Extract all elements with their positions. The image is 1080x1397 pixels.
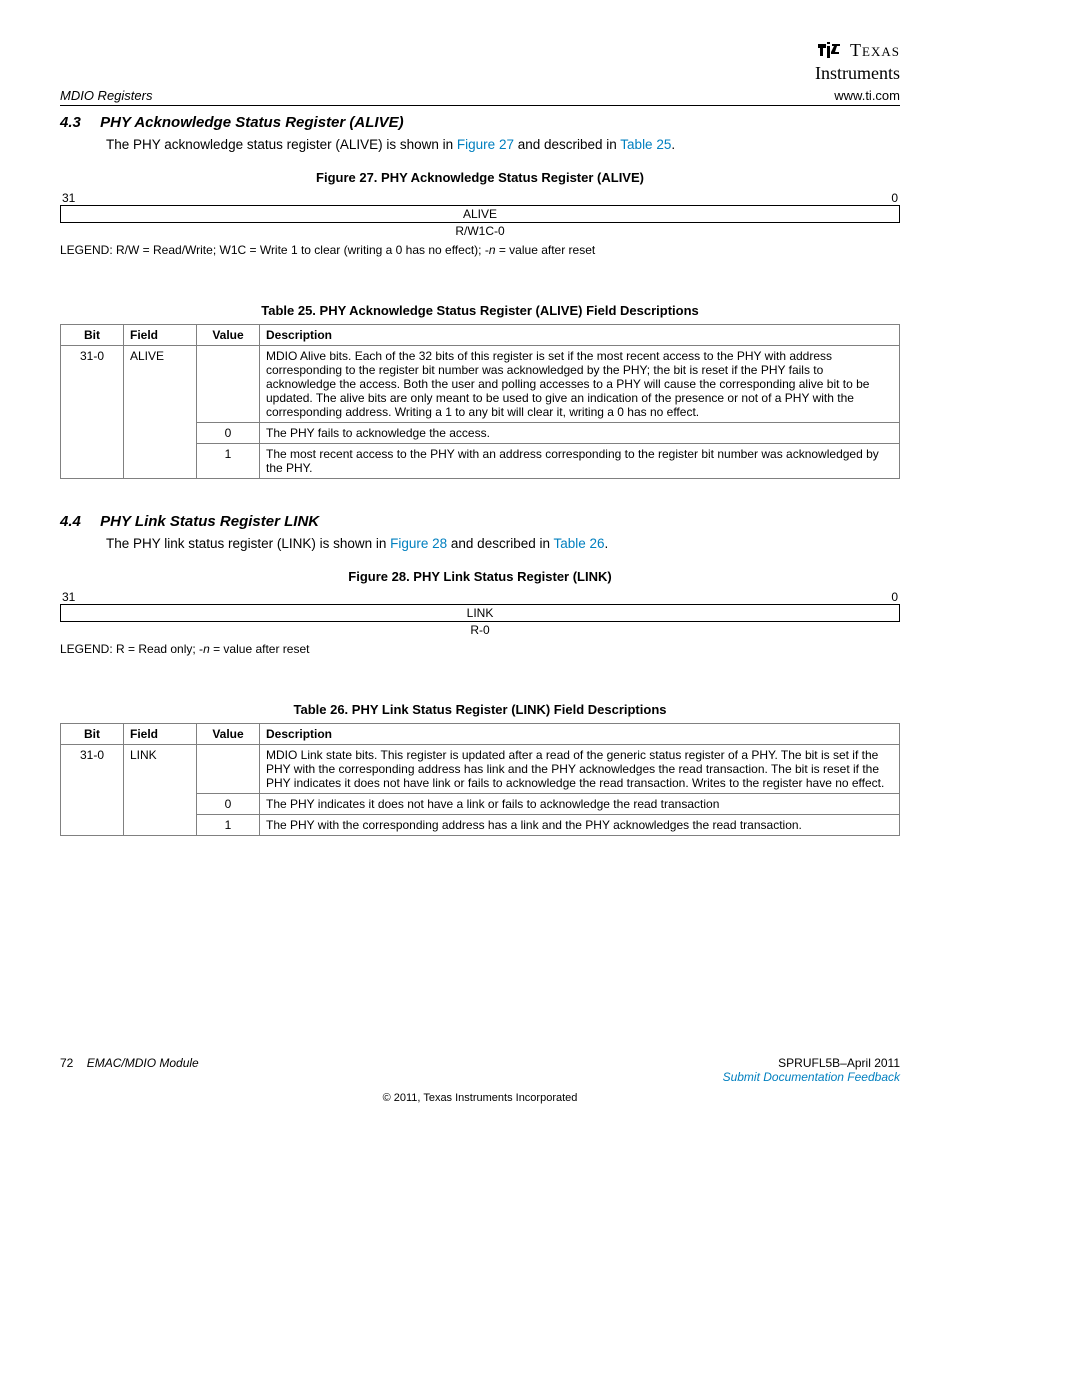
table-header-row: Bit Field Value Description	[61, 724, 900, 745]
table-26: Bit Field Value Description 31-0 LINK MD…	[60, 723, 900, 836]
register-field-link: LINK	[61, 605, 900, 622]
table-row: 31-0 LINK MDIO Link state bits. This reg…	[61, 745, 900, 794]
module-name: EMAC/MDIO Module	[87, 1056, 199, 1070]
link-figure-27[interactable]: Figure 27	[457, 137, 514, 152]
figure-28-bitlabels: 31 0	[60, 590, 900, 604]
link-figure-28[interactable]: Figure 28	[390, 536, 447, 551]
page-footer: 72 EMAC/MDIO Module SPRUFL5B–April 2011 …	[60, 1056, 900, 1084]
link-table-26[interactable]: Table 26	[553, 536, 604, 551]
figure-27-register: ALIVE R/W1C-0	[60, 205, 900, 239]
figure-27-bitlabels: 31 0	[60, 191, 900, 205]
table-25: Bit Field Value Description 31-0 ALIVE M…	[60, 324, 900, 479]
doc-id: SPRUFL5B–April 2011	[778, 1056, 900, 1070]
feedback-link[interactable]: Submit Documentation Feedback	[723, 1070, 900, 1084]
figure-27-caption: Figure 27. PHY Acknowledge Status Regist…	[60, 170, 900, 185]
header-section-name: MDIO Registers	[60, 88, 152, 103]
link-table-25[interactable]: Table 25	[620, 137, 671, 152]
page-number: 72	[60, 1056, 73, 1070]
ti-chip-icon	[816, 40, 842, 65]
table-25-caption: Table 25. PHY Acknowledge Status Registe…	[60, 303, 900, 318]
register-access-link: R-0	[61, 622, 900, 639]
section-4-4-title: 4.4 PHY Link Status Register LINK	[60, 513, 900, 530]
table-row: 31-0 ALIVE MDIO Alive bits. Each of the …	[61, 346, 900, 423]
figure-28-register: LINK R-0	[60, 604, 900, 638]
figure-28-legend: LEGEND: R = Read only; -n = value after …	[60, 642, 900, 656]
page-header: MDIO Registers www.ti.com	[60, 88, 900, 106]
table-26-caption: Table 26. PHY Link Status Register (LINK…	[60, 702, 900, 717]
ti-logo: Texas Instruments	[60, 40, 900, 82]
section-4-4-intro: The PHY link status register (LINK) is s…	[106, 536, 900, 551]
figure-28-caption: Figure 28. PHY Link Status Register (LIN…	[60, 569, 900, 584]
header-url: www.ti.com	[834, 88, 900, 103]
section-4-3-intro: The PHY acknowledge status register (ALI…	[106, 137, 900, 152]
register-field-alive: ALIVE	[61, 206, 900, 223]
section-4-3-title: 4.3 PHY Acknowledge Status Register (ALI…	[60, 114, 900, 131]
copyright: © 2011, Texas Instruments Incorporated	[60, 1092, 900, 1104]
figure-27-legend: LEGEND: R/W = Read/Write; W1C = Write 1 …	[60, 243, 900, 257]
table-header-row: Bit Field Value Description	[61, 325, 900, 346]
register-access-alive: R/W1C-0	[61, 223, 900, 240]
